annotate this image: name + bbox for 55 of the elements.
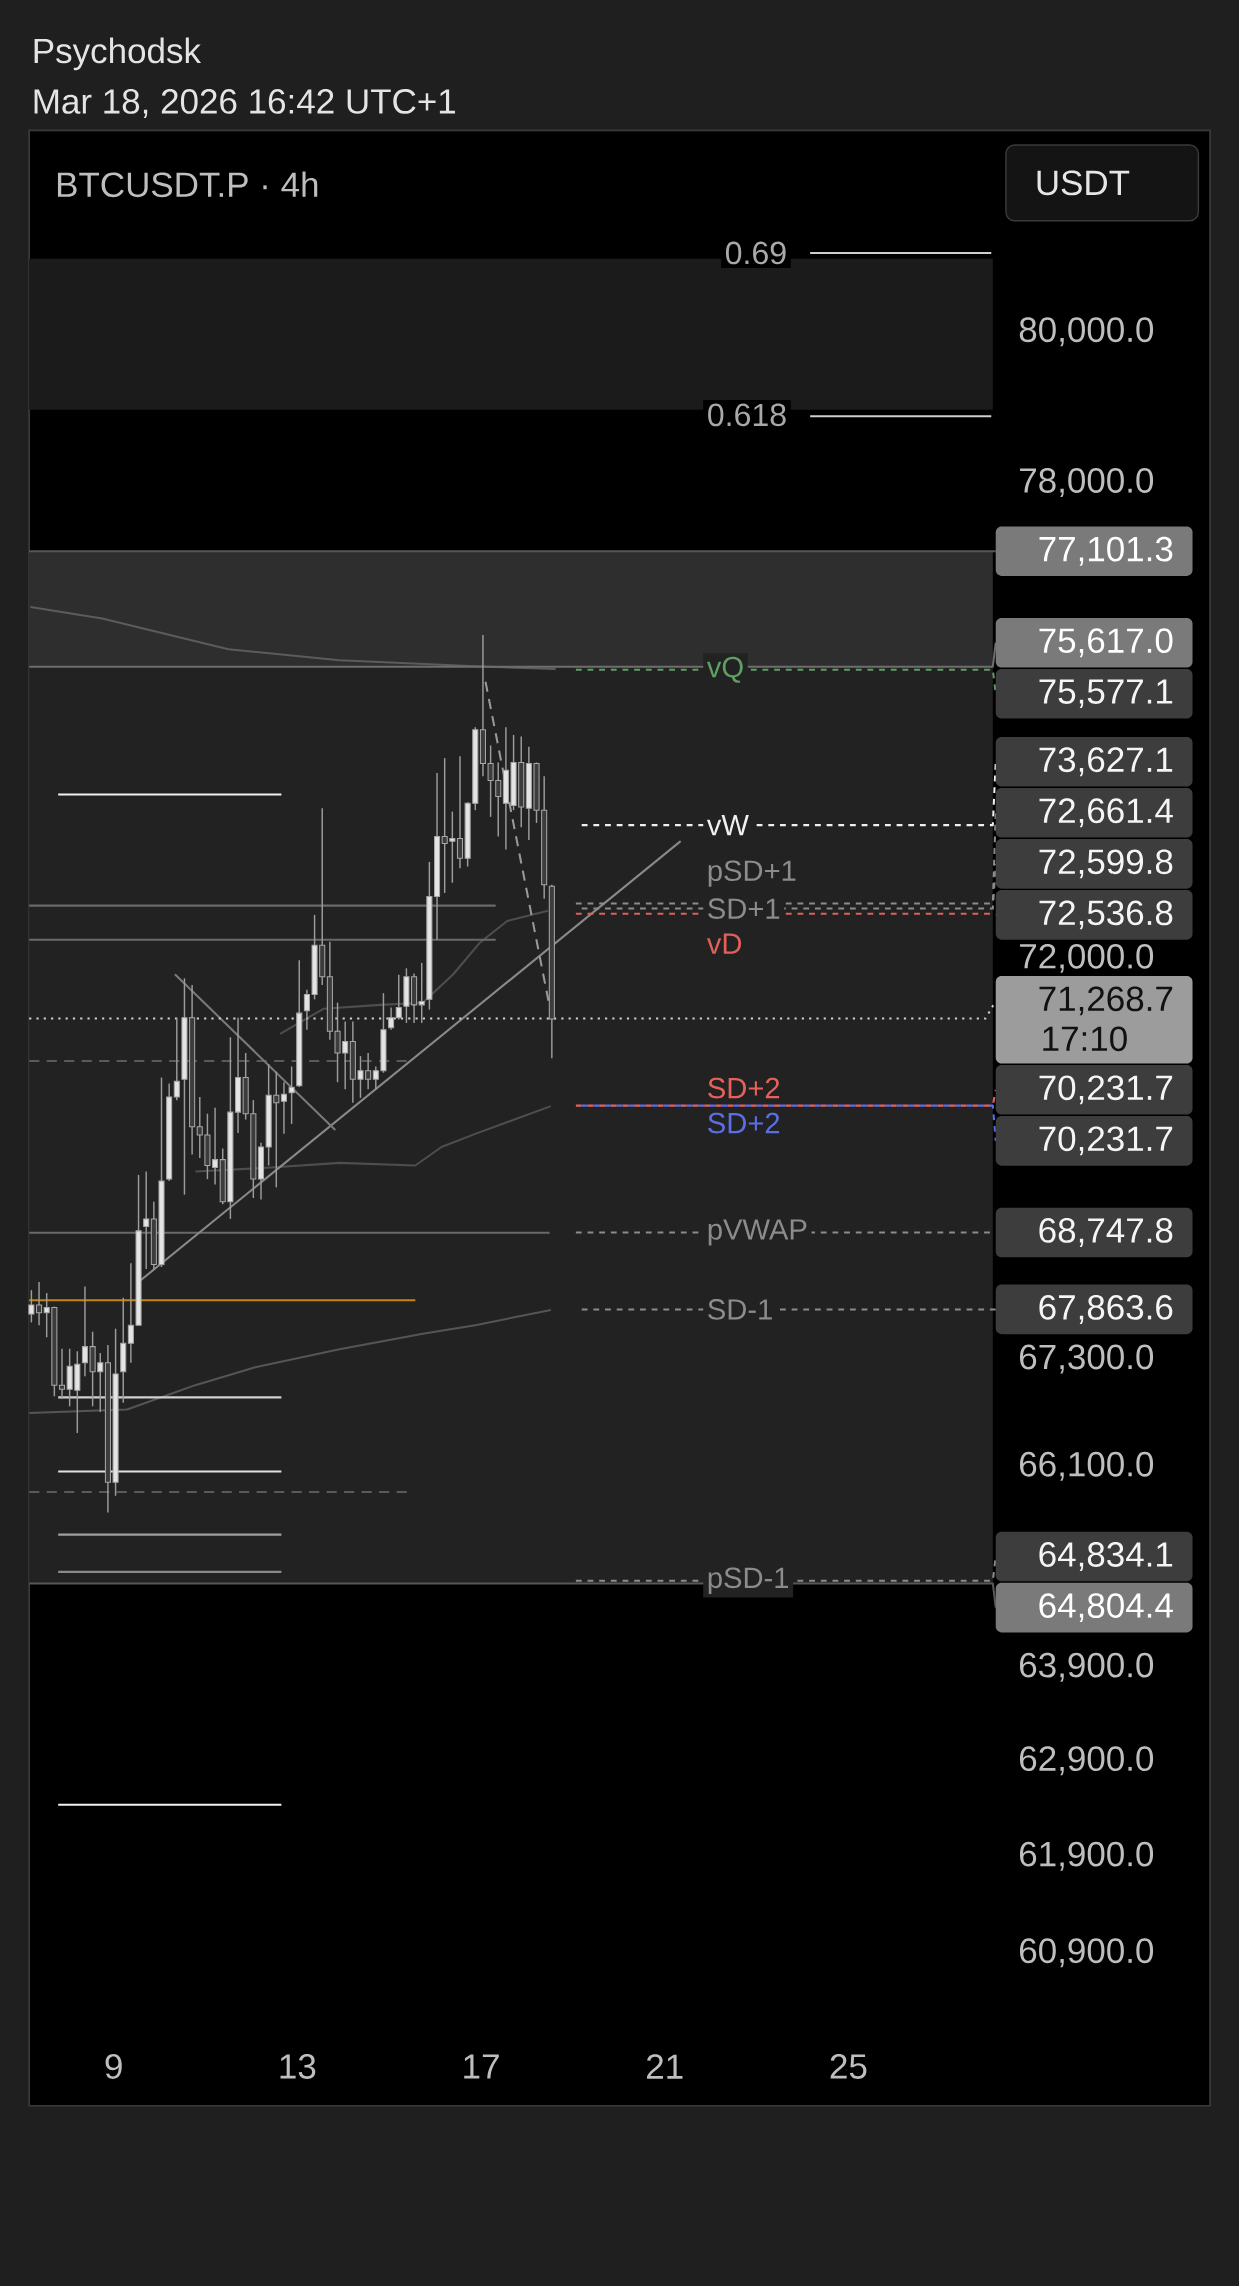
candlestick [280, 1081, 287, 1135]
text: Psychodsk [34, 37, 201, 71]
y-tick-label: 62,900.0 [1019, 1746, 1153, 1776]
line-series [279, 909, 549, 1035]
line-series [28, 1308, 552, 1415]
ref-line-label: 72,599.8 [1039, 849, 1173, 879]
y-tick-label: 67,300.0 [1019, 1344, 1153, 1374]
annotation: vW [706, 815, 749, 836]
annotation: vD [706, 933, 741, 954]
y-tick-label: 60,900.0 [1019, 1938, 1153, 1968]
annotation: 0.618 [708, 403, 786, 427]
y-tick-label: 61,900.0 [1019, 1841, 1153, 1871]
ref-line-label: 70,231.7 [1039, 1126, 1173, 1156]
x-tick-label: 21 [646, 2054, 683, 2079]
y-axis-title: USDT [1037, 170, 1130, 196]
y-tick-label: 66,100.0 [1019, 1451, 1153, 1481]
ref-line-label: 64,834.1 [1039, 1542, 1173, 1572]
candlestick [418, 962, 425, 1024]
ref-line-label: 71,268.7 [1039, 986, 1173, 1016]
y-tick-label: 80,000.0 [1019, 317, 1153, 347]
x-tick-label: 17 [464, 2054, 499, 2079]
line-series [194, 1105, 552, 1173]
ref-line-label: 75,617.0 [1039, 628, 1173, 658]
ref-line-label: 73,627.1 [1039, 747, 1173, 777]
y-tick-label: 63,900.0 [1019, 1652, 1153, 1682]
ref-line-label: 77,101.3 [1039, 536, 1173, 566]
annotation: SD+2 [708, 1077, 779, 1099]
x-tick-label: 13 [280, 2054, 316, 2079]
candlestick [143, 1170, 150, 1270]
text: Mar 18, 2026 16:42 UTC+1 [34, 89, 455, 118]
ref-line-label: 72,536.8 [1039, 900, 1173, 930]
ref-line-label: 68,747.8 [1039, 1218, 1173, 1247]
ref-line-label: 72,661.4 [1039, 798, 1173, 828]
x-tick-label: 9 [105, 2054, 122, 2079]
y-tick-label: 78,000.0 [1019, 468, 1153, 498]
annotation: 0.69 [725, 241, 786, 265]
annotation: pVWAP [708, 1219, 807, 1246]
ref-line-label: 70,231.7 [1039, 1075, 1173, 1105]
annotation: pSD+1 [708, 860, 796, 887]
candlestick [387, 1006, 395, 1031]
candlestick [173, 1017, 180, 1101]
annotation: SD+2 [708, 1112, 779, 1134]
candlestick [288, 1065, 295, 1125]
y-tick-label: 72,000.0 [1019, 943, 1153, 973]
annotation: pSD-1 [708, 1567, 788, 1594]
ref-line-label: 67,863.6 [1039, 1294, 1173, 1324]
candlestick [395, 974, 402, 1021]
annotation: 17:10 [1043, 1026, 1127, 1052]
annotation: SD-1 [708, 1299, 772, 1320]
x-tick-label: 25 [830, 2054, 867, 2079]
annotation: SD+1 [708, 898, 780, 919]
ref-line-label: 75,577.1 [1039, 679, 1173, 709]
annotation: vQ [706, 656, 743, 683]
ref-line-label: 64,804.4 [1039, 1593, 1173, 1623]
text: BTCUSDT.P · 4h [57, 171, 318, 198]
